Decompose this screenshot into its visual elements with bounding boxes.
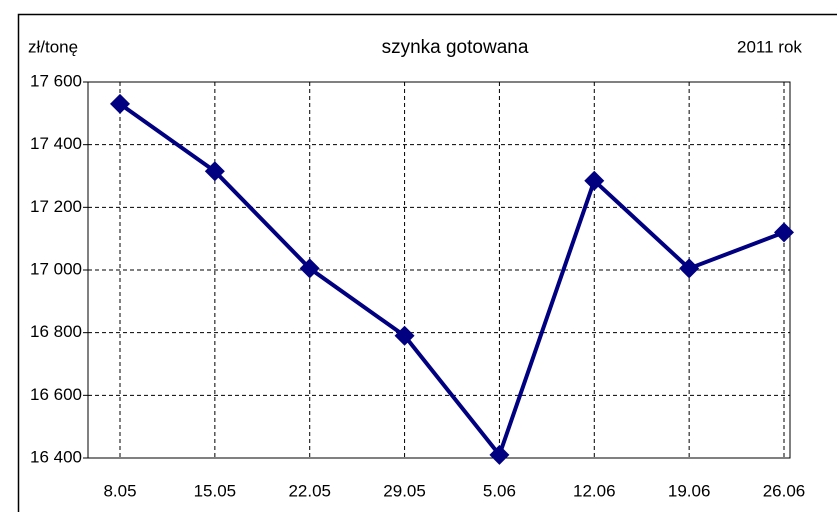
x-tick-label: 5.06: [483, 481, 516, 500]
x-tick-label: 12.06: [573, 481, 616, 500]
annotation: 2011 rok: [737, 37, 802, 56]
x-tick-label: 19.06: [668, 481, 711, 500]
y-tick-label: 16 800: [30, 322, 82, 341]
x-tick-label: 15.05: [194, 481, 237, 500]
chart-title: szynka gotowana: [382, 37, 529, 58]
x-tick-label: 26.06: [763, 481, 806, 500]
y-tick-label: 17 400: [30, 134, 82, 153]
y-tick-label: 17 600: [30, 71, 82, 90]
x-tick-label: 8.05: [103, 481, 136, 500]
x-tick-label: 22.05: [288, 481, 331, 500]
y-tick-label: 16 600: [30, 385, 82, 404]
y-axis-label: zł/tonę: [28, 37, 78, 56]
y-tick-label: 17 200: [30, 197, 82, 216]
y-tick-label: 16 400: [30, 447, 82, 466]
y-tick-label: 17 000: [30, 259, 82, 278]
x-tick-label: 29.05: [383, 481, 426, 500]
